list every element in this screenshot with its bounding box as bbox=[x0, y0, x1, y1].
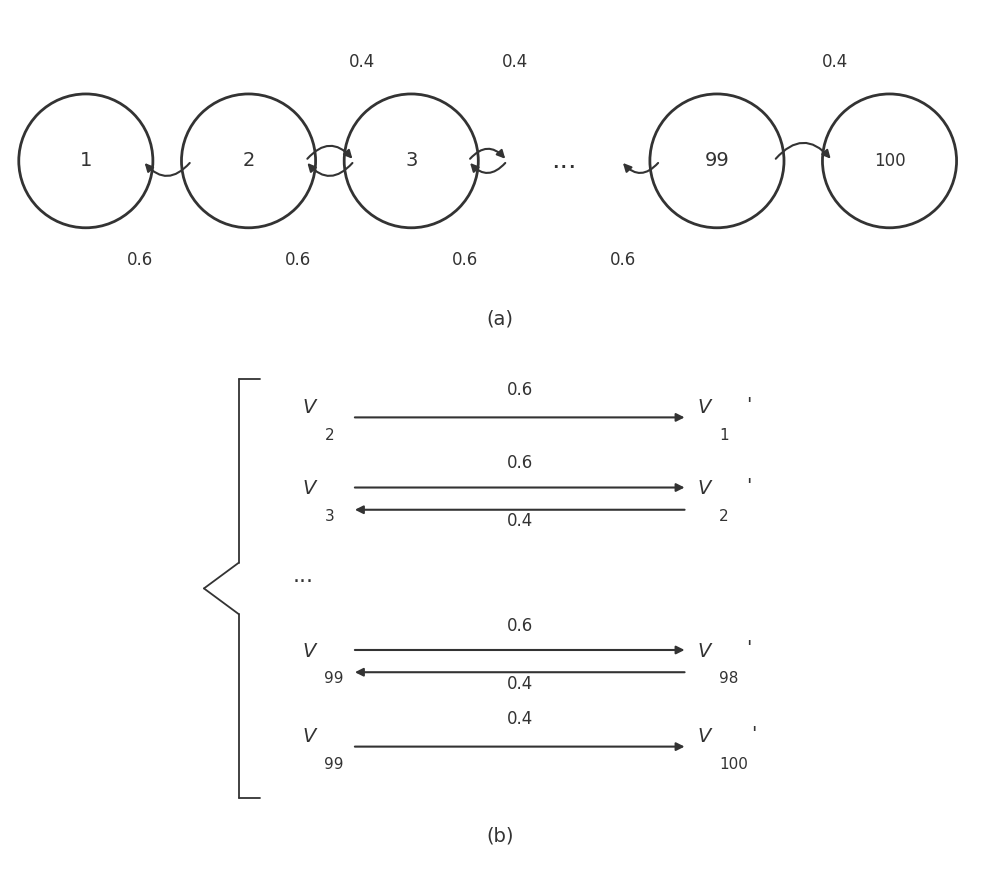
Text: 0.6: 0.6 bbox=[507, 454, 533, 472]
Text: 3: 3 bbox=[405, 151, 417, 170]
Text: V: V bbox=[697, 480, 711, 498]
Text: 0.6: 0.6 bbox=[285, 250, 311, 269]
Ellipse shape bbox=[650, 94, 784, 228]
Text: 3: 3 bbox=[324, 509, 334, 524]
Text: V: V bbox=[697, 398, 711, 417]
Text: 0.4: 0.4 bbox=[507, 513, 533, 530]
Text: 100: 100 bbox=[874, 152, 905, 169]
Text: 1: 1 bbox=[719, 428, 729, 442]
Text: V: V bbox=[303, 727, 316, 746]
Text: ': ' bbox=[747, 477, 752, 496]
Text: (a): (a) bbox=[486, 309, 514, 328]
Text: 0.6: 0.6 bbox=[127, 250, 153, 269]
Text: 1: 1 bbox=[80, 151, 92, 170]
Text: V: V bbox=[697, 642, 711, 660]
Ellipse shape bbox=[822, 94, 957, 228]
Text: V: V bbox=[303, 642, 316, 660]
Ellipse shape bbox=[344, 94, 478, 228]
Text: ': ' bbox=[751, 725, 757, 744]
Ellipse shape bbox=[19, 94, 153, 228]
Text: 0.4: 0.4 bbox=[349, 53, 375, 71]
Text: 0.6: 0.6 bbox=[610, 250, 636, 269]
Text: 99: 99 bbox=[324, 757, 344, 772]
Text: 0.4: 0.4 bbox=[507, 710, 533, 728]
Text: 0.4: 0.4 bbox=[507, 675, 533, 693]
Text: 98: 98 bbox=[719, 672, 738, 687]
Text: ...: ... bbox=[293, 566, 314, 586]
Text: 0.6: 0.6 bbox=[507, 617, 533, 634]
Text: 0.6: 0.6 bbox=[452, 250, 479, 269]
Text: 99: 99 bbox=[705, 151, 729, 170]
Text: 0.4: 0.4 bbox=[502, 53, 528, 71]
Text: 2: 2 bbox=[242, 151, 255, 170]
Text: 2: 2 bbox=[719, 509, 729, 524]
Text: 100: 100 bbox=[719, 757, 748, 772]
Text: 99: 99 bbox=[324, 672, 344, 687]
Text: (b): (b) bbox=[486, 827, 514, 846]
Text: ': ' bbox=[747, 640, 752, 658]
Text: ...: ... bbox=[551, 148, 577, 174]
Text: 0.6: 0.6 bbox=[507, 381, 533, 399]
Text: V: V bbox=[303, 398, 316, 417]
Text: 0.4: 0.4 bbox=[822, 53, 848, 71]
Text: ': ' bbox=[747, 395, 752, 415]
Text: 2: 2 bbox=[324, 428, 334, 442]
Text: V: V bbox=[303, 480, 316, 498]
Text: V: V bbox=[697, 727, 711, 746]
Ellipse shape bbox=[181, 94, 316, 228]
